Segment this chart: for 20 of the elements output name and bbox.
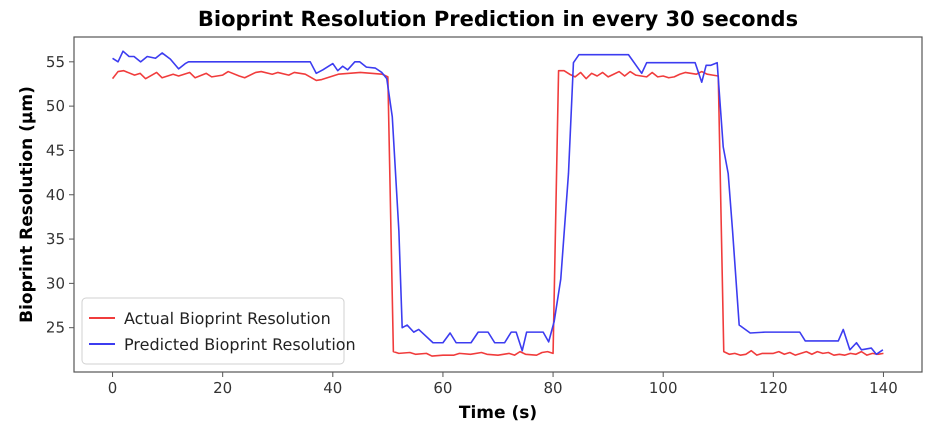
y-tick-label: 30 <box>46 274 65 292</box>
y-axis-title: Bioprint Resolution (µm) <box>17 86 37 323</box>
y-tick-label: 45 <box>46 141 65 160</box>
x-tick-label: 100 <box>648 379 678 397</box>
x-tick-label: 120 <box>759 379 788 397</box>
y-tick-label: 50 <box>46 97 65 116</box>
y-tick-label: 55 <box>46 52 65 71</box>
chart-title: Bioprint Resolution Prediction in every 30 seconds <box>198 7 798 31</box>
x-tick-label: 140 <box>869 379 898 397</box>
y-tick-label: 40 <box>46 186 65 204</box>
y-tick-label: 25 <box>46 318 65 337</box>
x-axis-title: Time (s) <box>458 403 538 423</box>
x-tick-label: 0 <box>108 379 118 397</box>
legend-label: Actual Bioprint Resolution <box>124 309 331 328</box>
x-tick-label: 60 <box>433 379 452 397</box>
x-tick-label: 20 <box>213 379 232 397</box>
x-tick-label: 40 <box>323 379 342 397</box>
x-tick-label: 80 <box>544 379 563 397</box>
y-tick-label: 35 <box>46 230 65 248</box>
legend-label: Predicted Bioprint Resolution <box>124 335 356 354</box>
